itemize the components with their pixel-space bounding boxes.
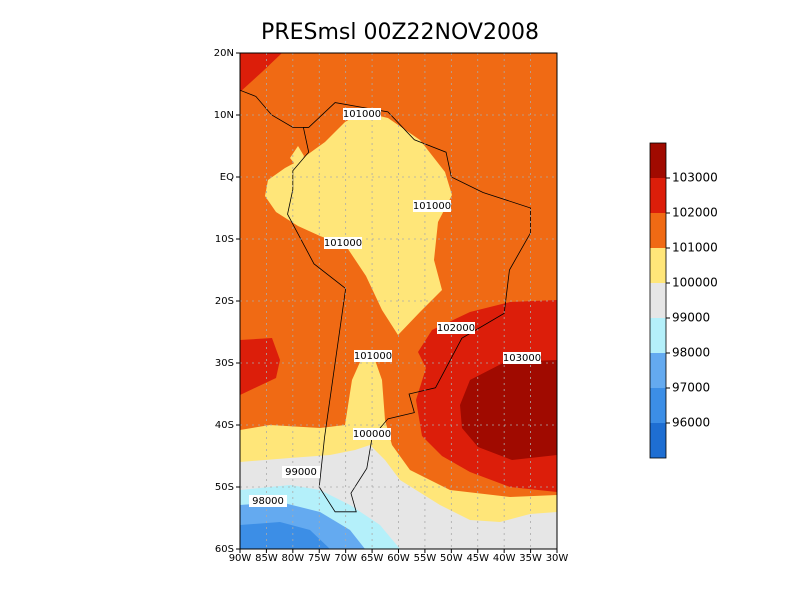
x-tick-label: 80W [282,553,305,564]
colorbar-swatch [650,283,666,318]
contour-label-bg [282,466,320,478]
colorbar-swatch [650,318,666,353]
x-tick-label: 65W [361,553,384,564]
colorbar-swatch [650,248,666,283]
y-tick-label: 20S [215,296,234,307]
x-tick-label: 45W [466,553,489,564]
contour-label: 101000 [413,201,451,212]
colorbar-label: 100000 [672,276,718,290]
low-blob [290,146,304,168]
high-core [460,360,557,460]
contour-label-bg [354,350,392,362]
colorbar-label: 101000 [672,241,718,255]
plot-frame [239,52,558,550]
contour-label: 103000 [503,353,541,364]
high-corner [240,53,282,92]
x-tick-label: 75W [308,553,331,564]
colorbar-swatch [650,423,666,458]
y-tick-label: 10S [215,234,234,245]
colorbar-swatch [650,143,666,178]
high-west [240,338,280,395]
colorbar-label: 98000 [672,346,710,360]
contour-label: 98000 [252,496,284,507]
contour-label-bg [503,352,541,364]
x-tick-label: 60W [387,553,410,564]
contour-label-bg [324,237,362,249]
x-tick-label: 70W [334,553,357,564]
colorbar-label: 102000 [672,206,718,220]
contour-label: 100000 [353,429,391,440]
contour-label-bg [353,428,391,440]
x-tick-label: 35W [519,553,542,564]
x-tick-label: 40W [493,553,516,564]
colorbar-label: 103000 [672,171,718,185]
x-tick-label: 85W [255,553,278,564]
x-tick-label: 50W [440,553,463,564]
contour-label: 101000 [324,238,362,249]
y-tick-label: 40S [215,420,234,431]
x-tick-label: 55W [414,553,437,564]
colorbar-swatch [650,213,666,248]
colorbar-swatch [650,388,666,423]
contour-label-bg [437,322,475,334]
y-tick-label: 10N [214,110,234,121]
contour-label: 99000 [285,467,317,478]
chart-title: PRESmsl 00Z22NOV2008 [261,20,539,45]
colorbar-swatch [650,178,666,213]
x-tick-label: 90W [229,553,252,564]
y-tick-label: 50S [215,482,234,493]
x-tick-label: 30W [546,553,569,564]
y-tick-label: 60S [215,544,234,555]
y-tick-label: EQ [220,172,234,183]
band-96 [240,522,330,549]
contour-label: 101000 [354,351,392,362]
contour-label-bg [343,108,381,120]
y-tick-label: 30S [215,358,234,369]
y-tick-label: 20N [214,48,234,59]
contour-label: 102000 [437,323,475,334]
contour-label-bg [249,495,287,507]
colorbar-label: 99000 [672,311,710,325]
colorbar-frame [649,142,667,459]
contour-label-bg [413,200,451,212]
colorbar-label: 96000 [672,416,710,430]
low-continent [265,112,452,335]
contour-label: 101000 [343,109,381,120]
colorbar-swatch [650,353,666,388]
colorbar-label: 97000 [672,381,710,395]
